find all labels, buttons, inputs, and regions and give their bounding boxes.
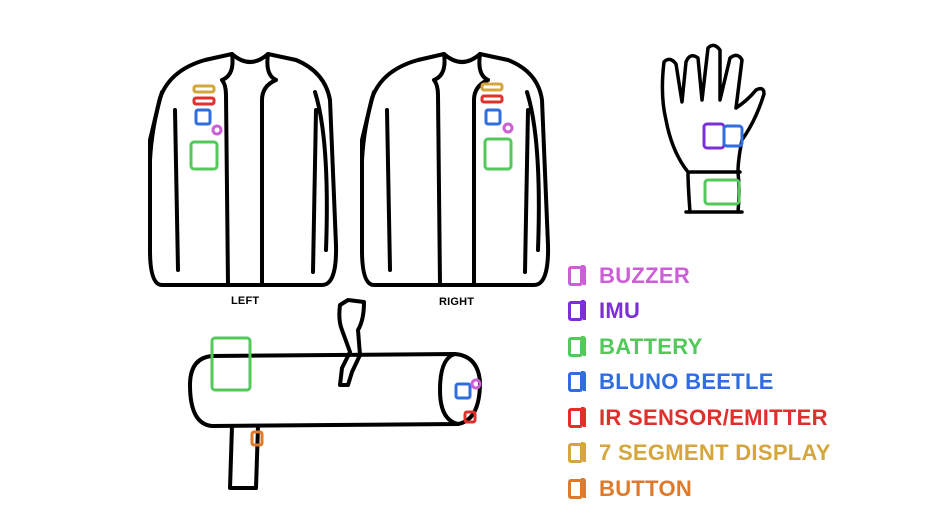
gun-components (210, 336, 482, 447)
glove-components (702, 122, 744, 206)
glove-battery-marker (703, 178, 741, 206)
glove-imu-marker (702, 122, 726, 150)
legend-label-bluno-beetle: BLUNO BEETLE (599, 369, 774, 395)
legend-item-ir-sensor: IR SENSOR/EMITTER (568, 400, 898, 436)
glove-bluno-beetle-marker (722, 124, 744, 148)
left-battery-marker (189, 140, 219, 171)
7-segment-display-swatch-icon (568, 442, 586, 464)
gun-buzzer-marker (470, 378, 482, 390)
legend-label-button: BUTTON (599, 475, 693, 501)
right-7-segment-display-marker (480, 82, 504, 92)
legend-item-battery: BATTERY (568, 329, 898, 365)
right-vest-drawing (360, 52, 551, 287)
imu-swatch-icon (568, 300, 586, 322)
battery-swatch-icon (568, 335, 586, 357)
legend-label-ir-sensor: IR SENSOR/EMITTER (599, 404, 828, 430)
left-vest-caption: LEFT (231, 295, 260, 307)
left-buzzer-marker (211, 124, 223, 136)
gun-ir-sensor-marker (463, 410, 477, 424)
legend-item-imu: IMU (568, 294, 898, 330)
left-vest-components (189, 84, 223, 171)
left-vest-drawing (148, 52, 339, 287)
legend-label-7-segment-display: 7 SEGMENT DISPLAY (599, 440, 831, 466)
bluno-beetle-swatch-icon (568, 371, 586, 393)
left-7-segment-display-marker (192, 84, 216, 94)
left-bluno-beetle-marker (194, 108, 212, 126)
legend: BUZZER IMU BATTERY BLUNO BEETLE IR SENSO… (568, 258, 898, 507)
gun-button-marker (250, 430, 264, 447)
legend-label-buzzer: BUZZER (599, 262, 691, 288)
legend-label-imu: IMU (599, 298, 641, 324)
right-bluno-beetle-marker (484, 108, 502, 126)
right-vest-components (480, 82, 514, 171)
legend-item-7-segment-display: 7 SEGMENT DISPLAY (568, 436, 898, 472)
right-vest-caption: RIGHT (439, 296, 475, 308)
ir-sensor-swatch-icon (568, 406, 586, 428)
gun-bluno-beetle-marker (454, 382, 472, 400)
legend-item-buzzer: BUZZER (568, 258, 898, 294)
right-ir-sensor-marker (480, 94, 504, 104)
legend-item-button: BUTTON (568, 471, 898, 507)
button-swatch-icon (568, 477, 586, 499)
left-ir-sensor-marker (192, 96, 216, 106)
gun-drawing (188, 298, 482, 490)
gun-battery-marker (210, 336, 252, 392)
legend-label-battery: BATTERY (599, 333, 703, 359)
right-buzzer-marker (502, 122, 514, 134)
right-battery-marker (483, 137, 513, 171)
buzzer-swatch-icon (568, 264, 586, 286)
legend-item-bluno-beetle: BLUNO BEETLE (568, 365, 898, 401)
glove-drawing (660, 43, 766, 214)
